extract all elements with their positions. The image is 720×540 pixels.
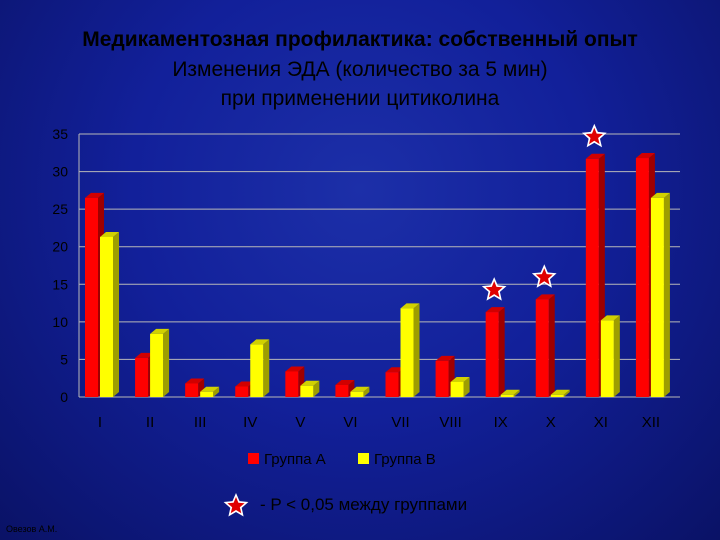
bar-side [613,315,620,397]
x-tick-label: XII [642,414,660,431]
bar [585,158,599,397]
y-tick-label: 20 [52,239,68,255]
bar-top [150,328,170,334]
star-icon-fill [227,497,245,514]
bar-top [250,339,270,345]
bar-top [550,389,570,395]
bar-top [135,352,155,358]
bar-side [313,380,320,397]
bar-side [463,376,470,397]
bar [150,333,164,397]
bar [600,320,614,397]
bar [285,371,299,397]
bar [185,383,199,397]
footnote-text: - P < 0,05 между группами [260,495,468,514]
x-tick-label: VIII [439,414,462,431]
x-tick-label: XI [594,414,608,431]
x-tick-label: V [295,414,305,431]
bar-top [450,376,470,382]
bar-top [635,153,655,159]
bar-top [350,386,370,392]
bar [635,158,649,397]
bar [250,344,264,397]
y-tick-label: 5 [60,351,68,367]
x-tick-label: II [146,414,154,431]
bar-side [513,389,520,397]
bar [335,384,349,397]
bar [300,385,314,397]
bar-top [235,381,255,387]
significance-footnote: - P < 0,05 между группами [222,491,467,519]
bar-side [663,192,670,397]
x-tick-label: IX [494,414,508,431]
bar-top [385,367,405,373]
bar-side [163,328,170,397]
bar [85,197,98,397]
bar-side [413,303,420,397]
star-icon [223,493,249,517]
y-tick-label: 15 [52,276,68,292]
legend-label: Группа А [264,451,326,468]
y-tick-label: 30 [52,164,68,180]
bar [235,386,249,397]
bar [100,236,113,397]
legend-swatch [248,453,259,464]
bar-top [535,294,555,300]
bar-side [213,386,220,397]
bar-side [498,307,505,397]
bar [135,357,149,397]
x-tick-label: IV [243,414,257,431]
bar-side [263,339,270,397]
y-tick-label: 10 [52,314,68,330]
bar-top [600,315,620,321]
bar-side [363,386,370,397]
chart-title: Медикаментозная профилактика: собственны… [82,28,638,51]
bar [400,308,414,397]
bar [535,299,549,397]
significance-star-icon [585,127,603,145]
significance-star-icon [535,268,553,285]
x-tick-label: I [98,414,102,431]
bar [200,391,214,397]
legend-swatch [358,453,369,464]
x-tick-label: VII [391,414,409,431]
author-credit: Овезов А.М. [6,524,58,534]
x-tick-label: X [546,414,556,431]
significance-star-icon [485,281,503,298]
bar-top [500,389,520,395]
x-tick-label: VI [343,414,357,431]
bar [385,372,399,397]
bar [650,197,664,397]
bar-top [185,378,205,384]
y-tick-label: 25 [52,201,68,217]
bar-top [400,303,420,309]
bar [450,381,464,397]
legend-label: Группа В [374,451,436,468]
bar [350,391,364,397]
bar-top [585,153,605,159]
bar [550,394,564,397]
bar-side [548,294,555,397]
x-tick-label: III [194,414,207,431]
bar-top [335,379,355,385]
bar-top [285,366,305,372]
bar-top [485,307,505,313]
bar-top [85,192,104,198]
bar [500,394,514,397]
bar-side [113,231,119,397]
bar-top [650,192,670,198]
bar-top [300,380,320,386]
y-tick-label: 35 [52,126,68,142]
bar-side [563,389,570,397]
bar-top [200,386,220,392]
bar [435,360,449,397]
y-tick-label: 0 [60,389,68,405]
chart-subtitle: Изменения ЭДА (количество за 5 мин) [172,58,548,81]
bar [485,312,499,397]
bar-top [100,231,119,237]
bar-top [435,355,455,361]
chart-subtitle-2: при применении цитиколина [220,87,500,110]
